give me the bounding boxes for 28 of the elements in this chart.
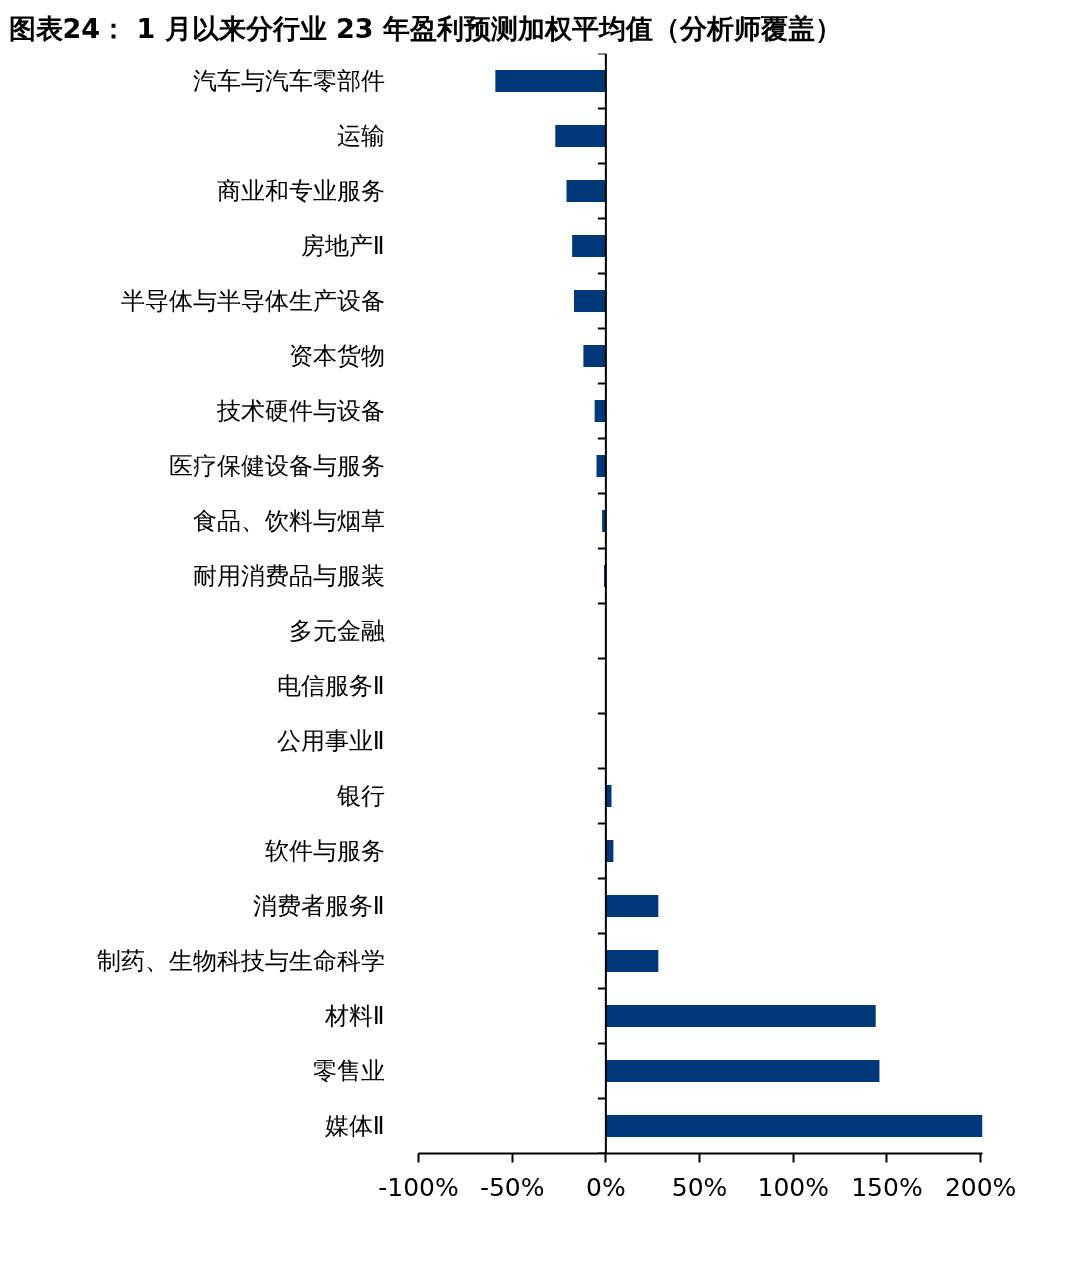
y-tick-label: 多元金融: [288, 617, 385, 645]
y-tick-label: 媒体Ⅱ: [324, 1112, 385, 1140]
y-tick-label: 消费者服务Ⅱ: [252, 892, 385, 920]
y-tick-label: 耐用消费品与服装: [192, 562, 385, 590]
y-tick-label: 材料Ⅱ: [323, 1002, 385, 1030]
y-tick-label: 技术硬件与设备: [215, 397, 385, 425]
x-tick-label: 200%: [944, 1172, 1017, 1202]
y-tick-label: 零售业: [312, 1057, 385, 1085]
y-tick-label: 商业和专业服务: [216, 177, 385, 205]
x-tick-label: 50%: [671, 1172, 728, 1202]
x-tick-label: 0%: [586, 1172, 626, 1202]
x-tick-label: 100%: [757, 1172, 829, 1202]
x-tick-label: 150%: [851, 1172, 923, 1202]
y-tick-label: 食品、饮料与烟草: [192, 507, 385, 535]
y-tick-label: 制药、生物科技与生命科学: [96, 947, 385, 975]
y-tick-label: 房地产Ⅱ: [300, 232, 385, 260]
x-tick-label: -100%: [378, 1172, 459, 1202]
y-tick-label: 汽车与汽车零部件: [192, 67, 385, 95]
y-tick-label: 公用事业Ⅱ: [276, 727, 385, 755]
x-tick-label: -50%: [479, 1172, 545, 1202]
y-tick-label: 运输: [336, 122, 385, 150]
chart-title: 图表24： 1 月以来分行业 23 年盈利预测加权平均值（分析师覆盖）: [8, 12, 843, 44]
y-tick-label: 资本货物: [288, 342, 385, 370]
y-tick-label: 医疗保健设备与服务: [168, 452, 385, 480]
y-tick-label: 半导体与半导体生产设备: [120, 287, 385, 315]
y-tick-label: 银行: [335, 782, 385, 810]
y-tick-label: 电信服务Ⅱ: [276, 672, 385, 700]
y-tick-label: 软件与服务: [264, 837, 385, 865]
